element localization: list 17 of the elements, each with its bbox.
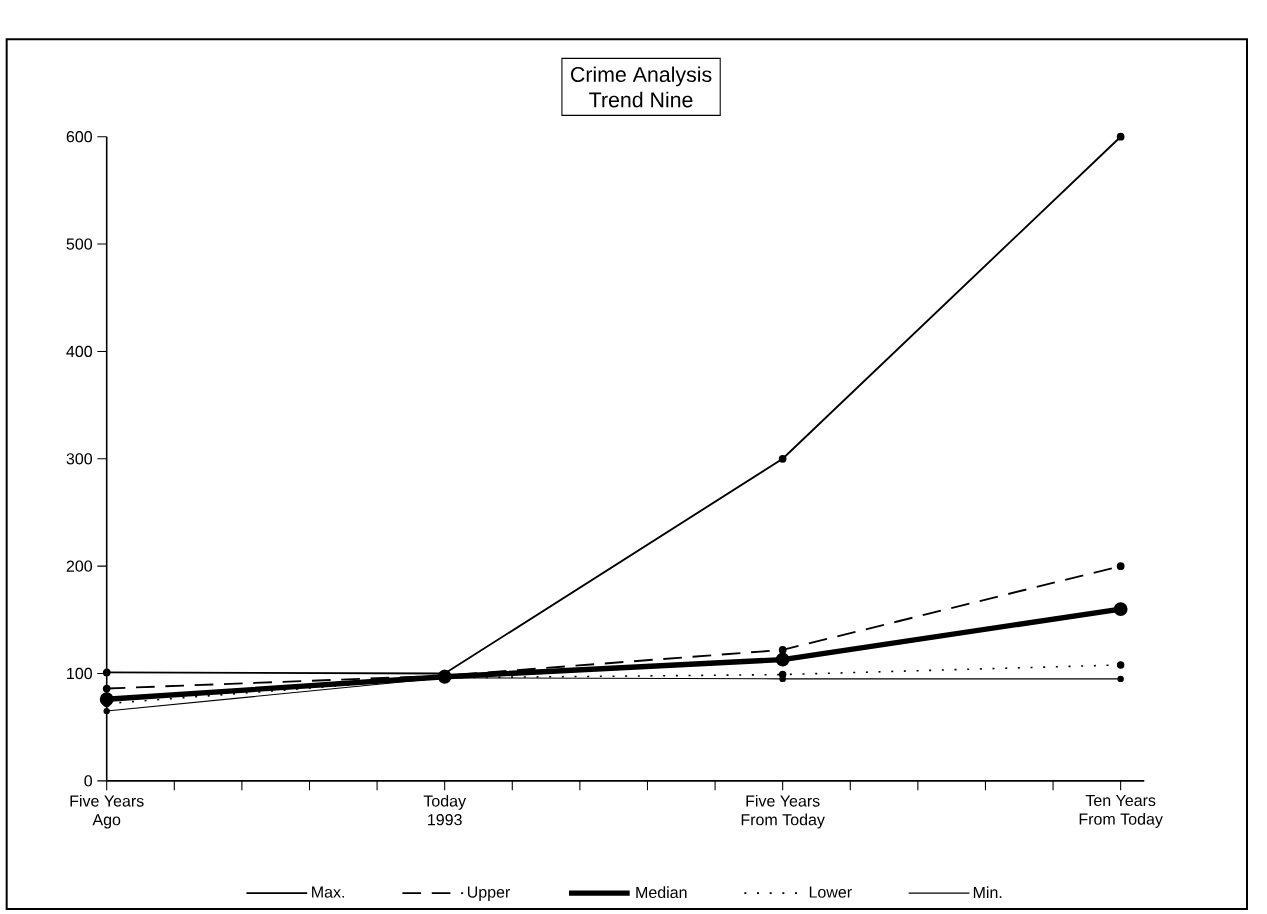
y-tick-label: 600	[66, 130, 93, 143]
y-tick-label: 100	[67, 667, 93, 680]
y-tick-label: 400	[66, 345, 93, 357]
y-tick-label: 0	[84, 775, 93, 787]
legend-label: Upper	[467, 886, 511, 901]
y-tick-label: 200	[66, 560, 93, 572]
x-tick-label: Five Years Ago	[70, 794, 144, 829]
legend-label: Max.	[312, 886, 344, 898]
x-tick-label: Five Years From Today	[741, 794, 825, 829]
y-tick-label: 500	[66, 238, 93, 250]
x-tick-label: Ten Years From Today	[1079, 794, 1163, 828]
legend-label: Median	[636, 886, 687, 898]
legend-label: Lower	[809, 886, 852, 898]
legend-label: Min.	[973, 886, 1002, 898]
chart-title: Crime Analysis Trend Nine	[571, 66, 712, 108]
y-tick-label: 300	[66, 453, 93, 465]
x-tick-label: Today 1993	[423, 794, 467, 826]
